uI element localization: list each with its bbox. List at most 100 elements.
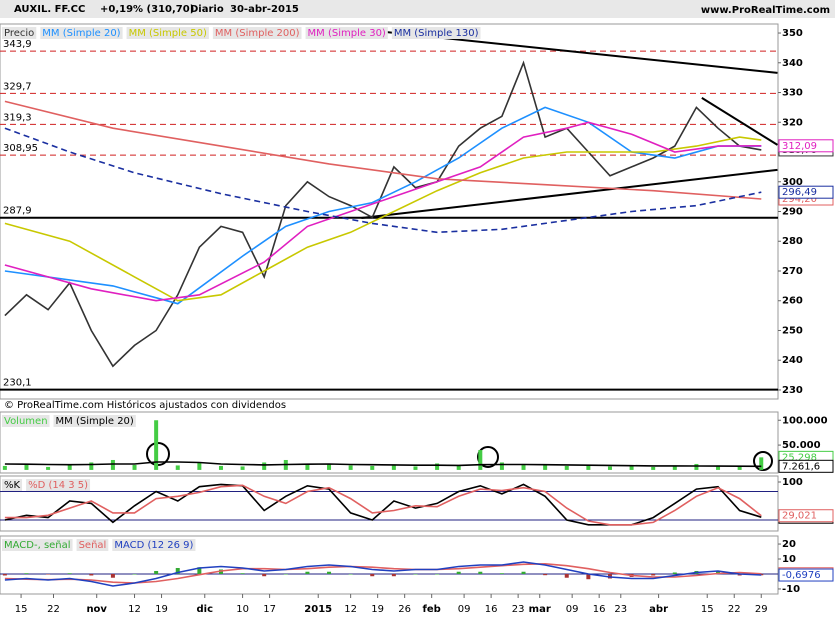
- period: Diario: [190, 4, 224, 15]
- bar: [435, 573, 440, 575]
- bar: [175, 465, 180, 470]
- bar: [370, 573, 375, 577]
- bar: [218, 465, 223, 470]
- series-line: [4, 484, 762, 526]
- x-tick-label: 16: [593, 604, 606, 615]
- bar: [2, 465, 7, 470]
- level-label: 308,95: [3, 143, 38, 154]
- bar: [348, 573, 353, 575]
- y-tick-label: 300: [782, 177, 803, 188]
- y-tick-label: 290: [782, 207, 803, 218]
- bar: [132, 573, 137, 575]
- y-tick-label: 230: [782, 385, 803, 396]
- bar: [67, 465, 72, 470]
- x-tick-label: dic: [197, 604, 214, 615]
- bar: [197, 462, 202, 470]
- bar: [759, 457, 764, 470]
- bar: [413, 573, 418, 575]
- bar: [586, 464, 591, 470]
- last-value-box: [778, 509, 834, 523]
- bar: [672, 572, 677, 574]
- x-tick-label: 22: [47, 604, 60, 615]
- bar: [564, 465, 569, 470]
- highlight-circle: [477, 446, 499, 468]
- series-line: [4, 106, 762, 305]
- y-tick-label: 270: [782, 266, 803, 277]
- x-tick-label: 23: [512, 604, 525, 615]
- legend-box: [2, 479, 23, 491]
- x-tick-label: 15: [15, 604, 28, 615]
- y-tick-label: 20: [782, 539, 796, 550]
- series-line: [4, 136, 762, 302]
- symbol: AUXIL. FF.CC: [14, 4, 85, 15]
- y-tick-label: 350: [782, 28, 803, 39]
- footer: © ProRealTime.com Históricos ajustados c…: [4, 399, 286, 411]
- bar: [283, 573, 288, 575]
- bar: [435, 463, 440, 470]
- bar: [564, 573, 569, 578]
- last-value-label: 29,021: [782, 511, 817, 522]
- bar: [629, 465, 634, 470]
- trend-line: [361, 168, 778, 220]
- x-tick-label: 19: [371, 604, 384, 615]
- legend-label: Volumen: [4, 416, 48, 427]
- legend-box: [26, 479, 91, 491]
- legend-box: [53, 415, 136, 427]
- x-tick-label: 09: [458, 604, 471, 615]
- bar: [240, 573, 245, 574]
- bar: [175, 567, 180, 574]
- bar: [89, 573, 94, 576]
- site: www.ProRealTime.com: [701, 5, 830, 16]
- legend-box: [2, 415, 50, 427]
- bar: [543, 465, 548, 470]
- level-label: 230,1: [3, 378, 32, 389]
- y-tick-label: 340: [782, 58, 803, 69]
- y-tick-label: 250: [782, 325, 803, 336]
- bar: [521, 571, 526, 574]
- bar: [478, 571, 483, 574]
- y-tick-label: 100.000: [782, 415, 828, 426]
- bar: [391, 464, 396, 470]
- bar: [46, 466, 51, 470]
- volume-panel: [0, 411, 779, 474]
- legend-label: MM (Simple 200): [215, 28, 300, 39]
- trend-line: [701, 97, 778, 146]
- x-tick-label: 23: [614, 604, 627, 615]
- series-line: [4, 100, 762, 200]
- x-tick-label: 29: [755, 604, 768, 615]
- bar: [197, 567, 202, 574]
- bar: [694, 463, 699, 470]
- legend-box: [305, 27, 388, 39]
- bar: [46, 573, 51, 575]
- x-tick-label: abr: [649, 604, 668, 615]
- x-tick-label: 15: [701, 604, 714, 615]
- y-tick-label: 10: [782, 554, 796, 565]
- bar: [543, 573, 548, 576]
- bar: [305, 464, 310, 470]
- legend-label: MM (Simple 130): [394, 28, 479, 39]
- last-value-label: 294,20: [782, 194, 817, 205]
- change: +0,19% (310,70): [100, 4, 194, 15]
- legend-box: [2, 539, 73, 551]
- x-tick-label: nov: [86, 604, 107, 615]
- y-tick-label: 280: [782, 236, 803, 247]
- legend-label: MM (Simple 20): [42, 28, 120, 39]
- x-tick-label: 16: [485, 604, 498, 615]
- bar: [110, 573, 115, 578]
- bar: [651, 466, 656, 470]
- highlight-circle: [753, 451, 773, 471]
- bar: [2, 573, 7, 576]
- series-line: [4, 561, 762, 587]
- bar: [737, 466, 742, 470]
- legend-box: [126, 27, 209, 39]
- x-tick-label: feb: [423, 604, 441, 615]
- legend-label: Precio: [4, 28, 34, 39]
- bar: [499, 462, 504, 470]
- bar: [262, 462, 267, 470]
- last-value-box: [778, 139, 834, 153]
- bar: [413, 466, 418, 470]
- y-tick-label: 100: [782, 477, 803, 488]
- legend-box: [40, 27, 123, 39]
- bar: [305, 571, 310, 574]
